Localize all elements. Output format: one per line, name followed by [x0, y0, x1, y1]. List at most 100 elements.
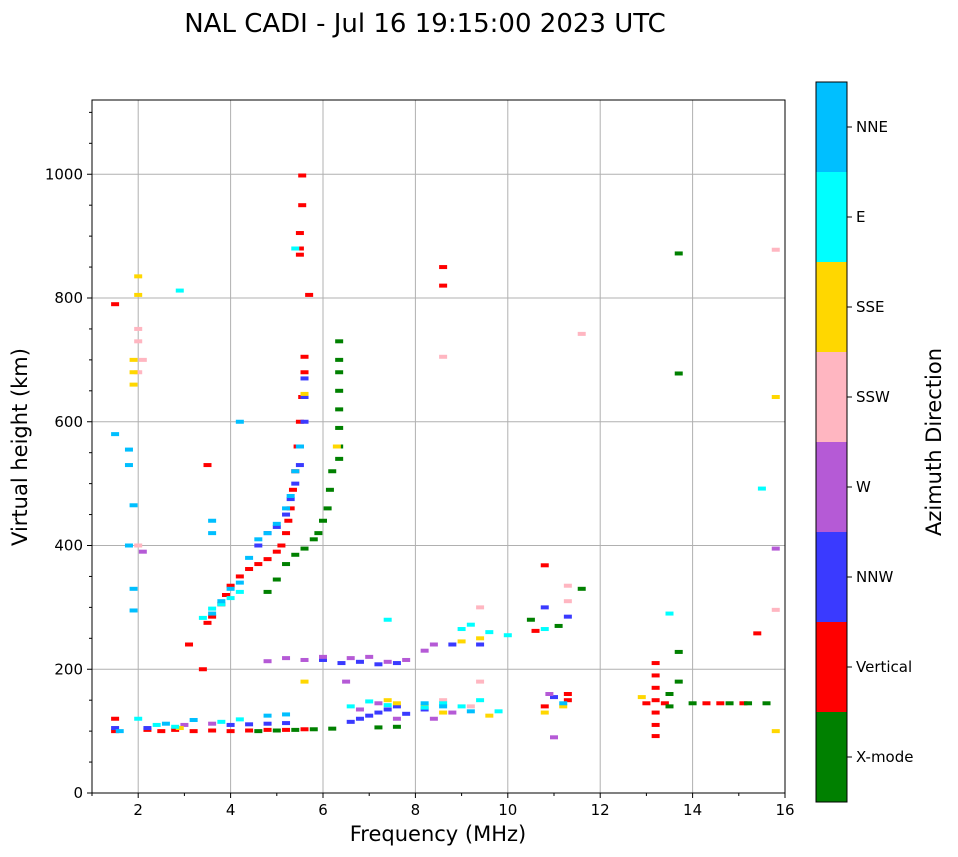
point-sse: [771, 395, 780, 399]
point-e: [485, 630, 494, 635]
point-ssw: [134, 370, 143, 375]
point-w: [420, 648, 429, 653]
point-vertical: [540, 563, 549, 568]
point-vertical: [651, 673, 660, 678]
point-sse: [540, 710, 549, 715]
x-tick-label: 8: [411, 801, 421, 819]
point-vertical: [642, 701, 651, 706]
point-x-mode: [577, 586, 586, 591]
point-sse: [559, 704, 568, 709]
data-points: [111, 173, 780, 740]
point-nne: [208, 518, 217, 523]
point-vertical: [282, 727, 291, 732]
point-sse: [300, 391, 309, 396]
point-x-mode: [325, 487, 334, 492]
point-e: [198, 615, 207, 620]
point-vertical: [651, 685, 660, 690]
point-e: [476, 698, 485, 703]
point-vertical: [286, 506, 295, 511]
point-e: [383, 703, 392, 708]
point-vertical: [651, 698, 660, 703]
point-vertical: [198, 667, 207, 672]
point-vertical: [439, 265, 448, 270]
point-w: [342, 679, 351, 684]
point-w: [402, 657, 411, 662]
colorbar-label: Vertical: [856, 658, 912, 676]
point-vertical: [157, 729, 166, 734]
point-sse: [129, 382, 138, 387]
y-tick-label: 0: [73, 784, 83, 802]
y-tick-label: 600: [54, 413, 83, 431]
point-e: [494, 709, 503, 714]
point-vertical: [716, 701, 725, 706]
point-x-mode: [335, 407, 344, 412]
x-axis-ticks: 2 4 6 8 10 12 14 16: [91, 793, 795, 819]
point-e: [665, 611, 674, 616]
point-nnw: [374, 662, 383, 667]
point-x-mode: [319, 518, 327, 523]
point-vertical: [295, 419, 304, 424]
point-x-mode: [309, 537, 318, 542]
point-vertical: [245, 567, 254, 572]
point-x-mode: [674, 649, 683, 654]
point-w: [180, 722, 189, 727]
point-vertical: [245, 728, 254, 733]
point-sse: [476, 636, 485, 641]
point-x-mode: [272, 577, 281, 582]
point-x-mode: [282, 562, 291, 567]
point-nnw: [226, 722, 235, 727]
point-x-mode: [665, 692, 674, 696]
colorbar-segment: [816, 622, 847, 712]
point-ssw: [466, 704, 475, 709]
point-x-mode: [674, 251, 683, 256]
point-nnw: [355, 716, 364, 721]
point-vertical: [282, 531, 291, 536]
point-nne: [291, 469, 300, 474]
point-vertical: [189, 729, 198, 734]
point-vertical: [288, 487, 297, 492]
point-x-mode: [335, 425, 344, 430]
point-vertical: [300, 354, 309, 359]
point-vertical: [300, 370, 309, 375]
y-tick-label: 800: [54, 289, 83, 307]
point-vertical: [295, 231, 304, 236]
point-nnw: [319, 657, 327, 662]
point-nne: [254, 537, 263, 542]
colorbar-label: E: [856, 208, 865, 226]
point-w: [365, 654, 374, 659]
point-ssw: [476, 679, 485, 684]
point-sse: [485, 713, 494, 718]
colorbar-label: SSE: [856, 298, 885, 316]
point-w: [392, 716, 401, 721]
colorbar-label: NNE: [856, 118, 888, 136]
point-vertical: [171, 727, 180, 732]
point-x-mode: [674, 679, 683, 684]
point-x-mode: [300, 546, 309, 551]
point-vertical: [531, 628, 540, 633]
point-nnw: [272, 524, 281, 529]
point-x-mode: [272, 728, 281, 733]
point-nnw: [111, 726, 120, 731]
point-nne: [124, 447, 133, 452]
point-vertical: [272, 549, 281, 554]
x-tick-label: 14: [683, 801, 702, 819]
x-tick-label: 10: [498, 801, 517, 819]
point-e: [217, 602, 226, 607]
point-e: [134, 716, 143, 721]
point-e: [171, 724, 180, 729]
colorbar-frame: [815, 81, 848, 803]
point-nne: [235, 419, 244, 424]
colorbar-segment: [816, 442, 847, 532]
point-nne: [286, 494, 295, 498]
point-e: [291, 246, 300, 251]
point-e: [175, 288, 184, 293]
point-vertical: [295, 252, 304, 257]
point-e: [235, 589, 244, 594]
point-nnw: [263, 721, 272, 726]
point-nnw: [402, 711, 411, 716]
point-vertical: [540, 704, 549, 709]
point-vertical: [739, 701, 748, 706]
point-x-mode: [554, 623, 563, 628]
point-x-mode: [323, 506, 332, 511]
point-sse: [134, 274, 143, 279]
